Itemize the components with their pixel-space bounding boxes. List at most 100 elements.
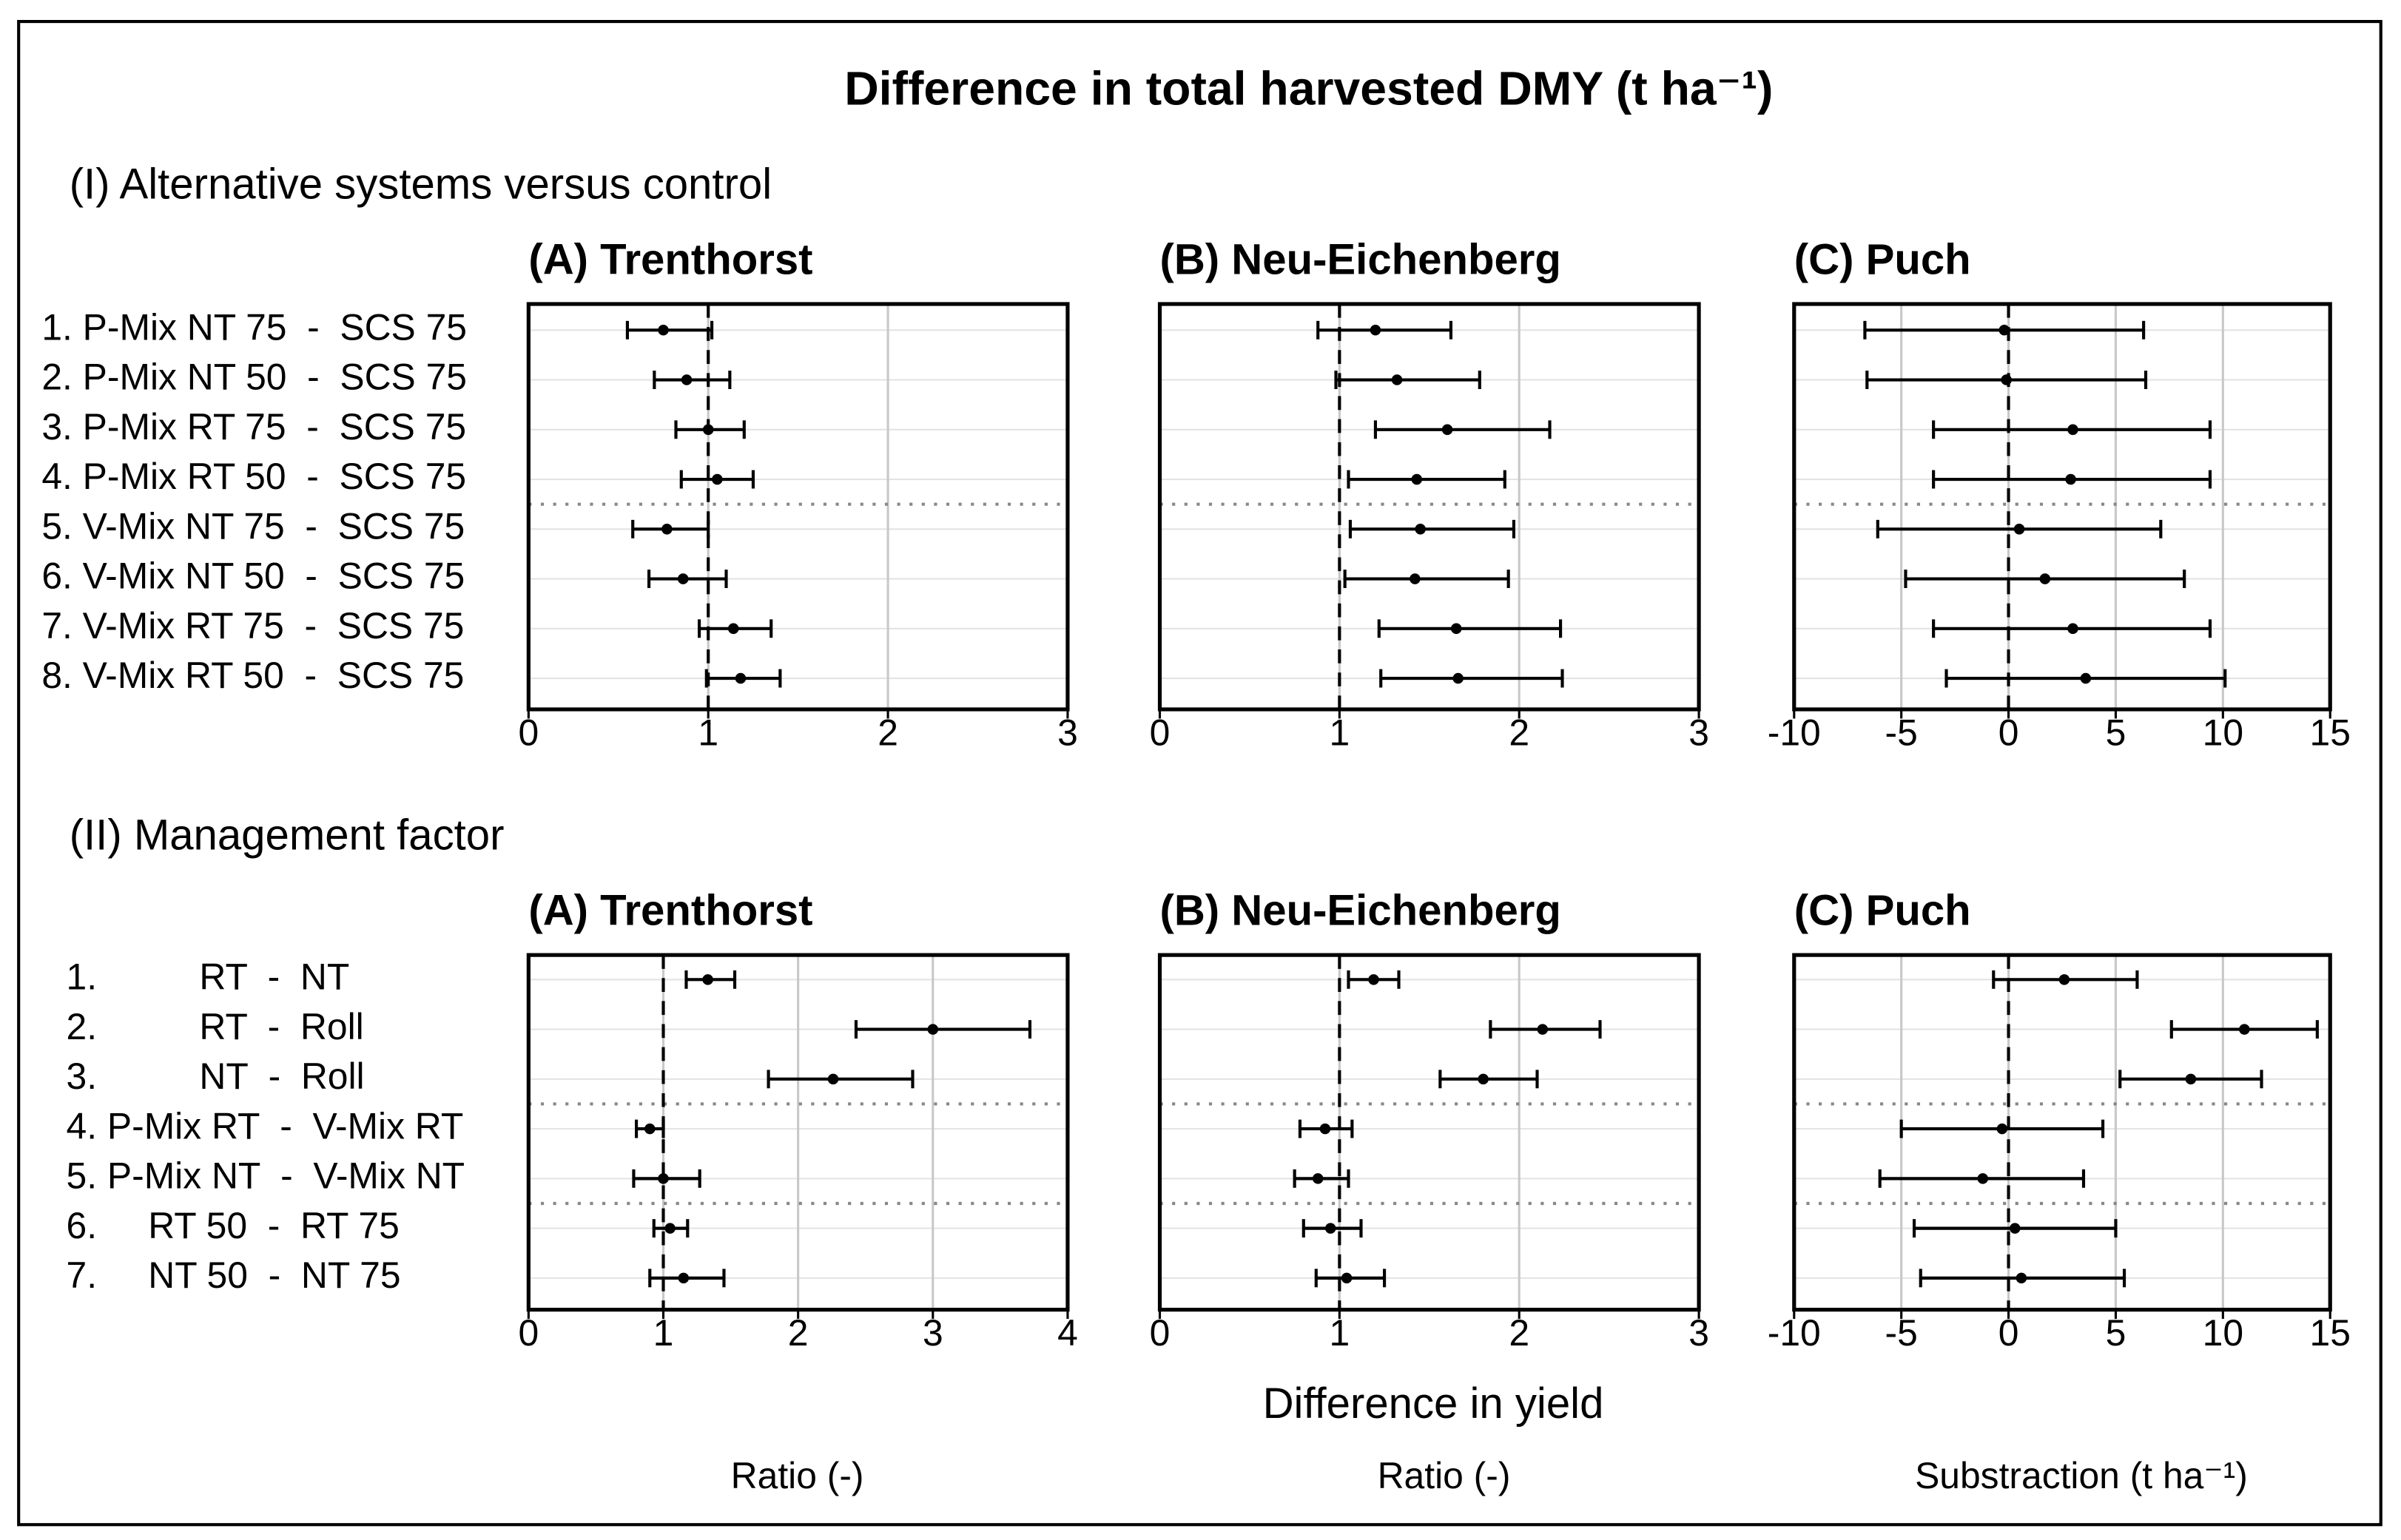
point: [827, 1073, 839, 1085]
point: [1441, 424, 1453, 436]
panel-title: (B) Neu-Eichenberg: [1159, 886, 1560, 934]
row-label: 5. P-Mix NT - V-Mix NT: [67, 1155, 465, 1197]
panel-title: (A) Trenthorst: [528, 235, 812, 283]
point: [2001, 374, 2012, 385]
point: [1391, 374, 1403, 385]
x-tick-label: -10: [1768, 712, 1821, 753]
point: [927, 1024, 939, 1035]
plot-frame: [526, 953, 1070, 1312]
row-label: 7. NT 50 - NT 75: [67, 1254, 401, 1296]
point: [677, 573, 689, 584]
x-tick-label: 1: [653, 1312, 674, 1354]
x-tick-label: 1: [698, 712, 718, 753]
x-tick-label: 2: [1509, 712, 1529, 753]
row-label: 6. RT 50 - RT 75: [67, 1205, 400, 1246]
row-label: 3. NT - Roll: [67, 1056, 365, 1097]
row-label: 4. P-Mix RT 50 - SCS 75: [41, 456, 466, 497]
x-tick-label: 3: [1057, 712, 1078, 753]
plot-frame: [1792, 953, 2332, 1312]
point: [2039, 573, 2051, 584]
point: [735, 672, 747, 684]
row-label: 5. V-Mix NT 75 - SCS 75: [41, 505, 465, 547]
axis-unit: Substraction (t ha⁻¹): [1915, 1455, 2248, 1496]
x-tick-label: 15: [2310, 1312, 2351, 1354]
plot-frame: [1792, 302, 2332, 712]
x-tick-label: 0: [1150, 712, 1171, 753]
x-tick-label: 15: [2310, 712, 2351, 753]
point: [1977, 1173, 1989, 1184]
section-title: (II) Management factor: [70, 811, 505, 860]
plot-frame: [1157, 302, 1701, 712]
x-tick-label: 10: [2203, 712, 2243, 753]
x-tick-label: 3: [1688, 712, 1709, 753]
point: [2239, 1024, 2250, 1035]
row-label: 7. V-Mix RT 75 - SCS 75: [41, 605, 464, 646]
row-label: 8. V-Mix RT 50 - SCS 75: [41, 655, 464, 696]
x-tick-label: 2: [1509, 1312, 1529, 1354]
point: [712, 473, 723, 485]
point: [1411, 473, 1423, 485]
x-tick-label: 0: [518, 1312, 539, 1354]
point: [2185, 1073, 2197, 1085]
point: [1998, 325, 2010, 336]
row-label: 2. RT - Roll: [67, 1006, 364, 1047]
point: [1341, 1272, 1353, 1284]
x-tick-label: 4: [1057, 1312, 1078, 1354]
point: [2013, 524, 2025, 535]
row-label: 1. RT - NT: [67, 956, 350, 997]
point: [1415, 524, 1426, 535]
point: [2058, 974, 2070, 985]
point: [678, 1272, 690, 1284]
x-axis-title: Difference in yield: [1263, 1379, 1604, 1428]
point: [664, 1223, 676, 1234]
point: [658, 325, 669, 336]
x-tick-label: 10: [2203, 1312, 2243, 1354]
x-tick-label: 1: [1330, 712, 1350, 753]
x-tick-label: 2: [878, 712, 898, 753]
row-label: 2. P-Mix NT 50 - SCS 75: [41, 357, 467, 398]
point: [644, 1123, 656, 1135]
point: [2067, 424, 2078, 436]
x-tick-label: 5: [2106, 1312, 2126, 1354]
point: [727, 623, 739, 635]
point: [1410, 573, 1421, 584]
panel-title: (C) Puch: [1794, 886, 1971, 934]
x-tick-label: -10: [1768, 1312, 1821, 1354]
x-tick-label: 0: [1998, 1312, 2019, 1354]
panel-title: (A) Trenthorst: [528, 886, 812, 934]
axis-unit: Ratio (-): [731, 1455, 864, 1496]
point: [1319, 1123, 1331, 1135]
x-tick-label: 1: [1330, 1312, 1350, 1354]
row-label: 4. P-Mix RT - V-Mix RT: [67, 1105, 464, 1146]
x-tick-label: 0: [1998, 712, 2019, 753]
point: [681, 374, 693, 385]
point: [1370, 325, 1381, 336]
point: [1996, 1123, 2008, 1135]
point: [702, 424, 714, 436]
point: [2016, 1272, 2027, 1284]
point: [1537, 1024, 1549, 1035]
point: [1450, 623, 1462, 635]
point: [1452, 672, 1464, 684]
x-tick-label: -5: [1885, 712, 1918, 753]
row-label: 1. P-Mix NT 75 - SCS 75: [41, 306, 467, 348]
x-tick-label: 3: [923, 1312, 943, 1354]
point: [2067, 623, 2078, 635]
panel-title: (C) Puch: [1794, 235, 1971, 283]
x-tick-label: 2: [788, 1312, 809, 1354]
plot-frame: [526, 302, 1070, 712]
point: [1368, 974, 1379, 985]
point: [2080, 672, 2092, 684]
row-label: 6. V-Mix NT 50 - SCS 75: [41, 555, 465, 597]
x-tick-label: 0: [518, 712, 539, 753]
point: [2065, 473, 2076, 485]
point: [1324, 1223, 1336, 1234]
panel-title: (B) Neu-Eichenberg: [1159, 235, 1560, 283]
point: [658, 1173, 669, 1184]
point: [661, 524, 673, 535]
axis-unit: Ratio (-): [1378, 1455, 1511, 1496]
x-tick-label: 0: [1150, 1312, 1171, 1354]
x-tick-label: 5: [2106, 712, 2126, 753]
point: [702, 974, 713, 985]
